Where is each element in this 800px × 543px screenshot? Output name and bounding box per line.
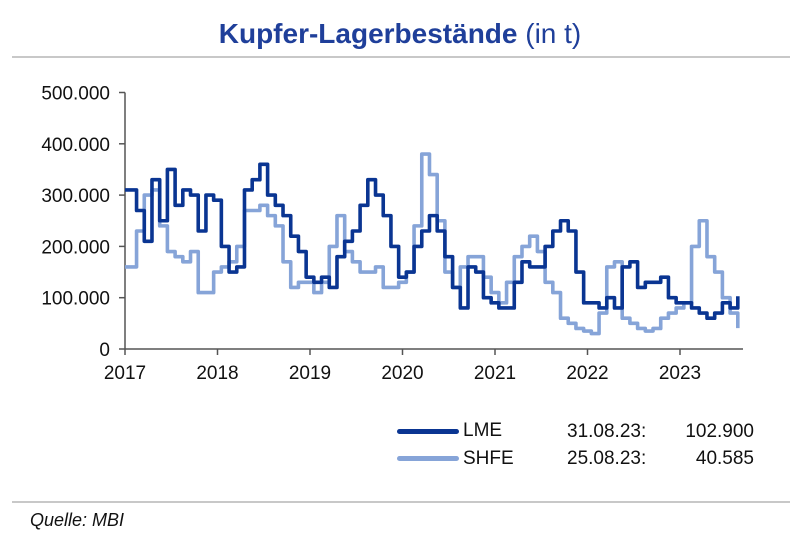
legend-label: SHFE [463, 448, 514, 469]
x-tick-label: 2017 [104, 363, 146, 384]
series-line-lme [125, 162, 740, 321]
x-tick-label: 2020 [381, 363, 423, 384]
bottom-divider [12, 501, 790, 503]
y-tick-label: 500.000 [41, 84, 110, 105]
chart-title: Kupfer-Lagerbestände (in t) [0, 18, 800, 50]
title-bold: Kupfer-Lagerbestände [218, 18, 518, 49]
legend-value: 40.585 [695, 448, 754, 469]
series-line-shfe [125, 152, 740, 336]
legend-label: LME [463, 420, 503, 441]
line-chart: 0 100.000 200.000 300.000 400.000 500.000 2017… [41, 84, 743, 384]
top-divider [12, 56, 790, 58]
x-tick-label: 2023 [659, 363, 701, 384]
y-tick-label: 100.000 [41, 289, 110, 310]
x-tick-label: 2022 [566, 363, 608, 384]
y-tick-label: 400.000 [41, 135, 110, 156]
x-tick-label: 2019 [289, 363, 331, 384]
y-tick-label: 200.000 [41, 237, 110, 258]
y-tick-label: 0 [99, 340, 110, 361]
legend-date: 31.08.23: [567, 421, 647, 442]
legend-swatch-shfe [397, 456, 459, 461]
title-unit: (in t) [525, 18, 582, 49]
source-note: Quelle: MBI [30, 510, 125, 530]
legend-swatch-lme [397, 429, 459, 434]
y-tick-label: 300.000 [41, 186, 110, 207]
x-tick-label: 2021 [474, 363, 516, 384]
legend-date: 25.08.23: [567, 448, 647, 469]
x-tick-label: 2018 [196, 363, 238, 384]
legend-value: 102.900 [685, 421, 754, 442]
